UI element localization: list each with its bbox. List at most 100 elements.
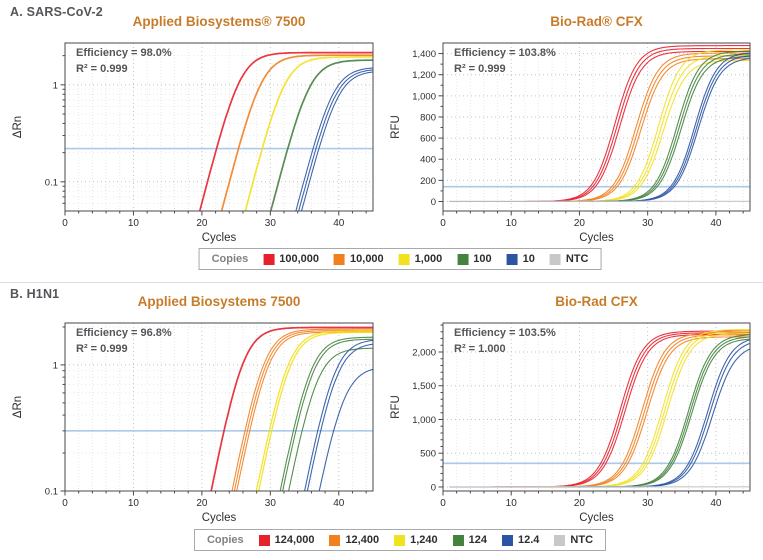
amplification-curves (449, 328, 750, 488)
y-axis-label: ΔRn (12, 116, 24, 138)
legend-swatch-blue (501, 534, 513, 546)
x-axis-label: Cycles (579, 232, 614, 244)
plot-border (64, 322, 374, 492)
svg-text:0: 0 (62, 218, 68, 229)
legend-item-label: 12.4 (517, 534, 540, 546)
svg-text:1,500: 1,500 (412, 381, 436, 392)
axis-ticks (60, 326, 367, 496)
curve-124,000 (210, 326, 373, 491)
chart-title-biorad-sars: Bio-Rad® CFX (550, 14, 643, 29)
axis-tick-labels: 0 10 20 30 40 0.1 1 (45, 80, 345, 229)
legend-caption: Copies (211, 253, 249, 265)
svg-text:800: 800 (420, 112, 436, 123)
x-axis-label: Cycles (579, 512, 614, 524)
panel-divider (0, 282, 763, 283)
legend-item-NTC: NTC (549, 253, 588, 265)
axis-tick-labels: 0 10 20 30 40 0 500 1,000 1,500 2,000 (412, 348, 722, 509)
legend-item-1,000: 1,000 (398, 253, 442, 265)
chart-ab7500-sars: 0 10 20 30 40 0.1 1 Cycles ΔRn (12, 42, 374, 244)
legend-swatch-green (452, 534, 464, 546)
panel-a-label: A. SARS-CoV-2 (10, 5, 103, 19)
grid-lines (443, 323, 750, 491)
svg-text:30: 30 (265, 218, 277, 229)
svg-text:40: 40 (710, 498, 722, 509)
legend-item-12.4: 12.4 (501, 534, 540, 546)
svg-text:30: 30 (642, 218, 654, 229)
svg-text:0.1: 0.1 (45, 487, 58, 498)
chart-title-ab7500-h1n1: Applied Biosystems 7500 (137, 294, 301, 309)
panel-b-label: B. H1N1 (10, 287, 60, 301)
legend-item-label: 10,000 (350, 253, 384, 265)
y-axis-label: RFU (390, 395, 402, 419)
curve-1,000 (244, 56, 373, 211)
legend-item-label: 124,000 (274, 534, 315, 546)
svg-text:0: 0 (440, 498, 446, 509)
axis-ticks (60, 55, 367, 216)
svg-text:30: 30 (265, 498, 277, 509)
legend-item-100: 100 (457, 253, 492, 265)
curve-12,400 (231, 328, 373, 491)
curve-1,240 (258, 331, 373, 491)
svg-text:20: 20 (196, 498, 208, 509)
plot-border (64, 42, 374, 212)
svg-text:40: 40 (333, 218, 345, 229)
legend-swatch-red (263, 253, 275, 265)
chart-ab7500-h1n1: 0 10 20 30 40 0.1 1 Cycles ΔRn (12, 322, 374, 524)
y-axis-label: RFU (390, 115, 402, 139)
plot-border (442, 42, 751, 212)
efficiency-annotation: Efficiency = 98.0% R² = 0.999 (76, 46, 172, 78)
plot-border (442, 322, 751, 492)
legend-item-100,000: 100,000 (263, 253, 319, 265)
legend-swatch-green (457, 253, 469, 265)
legend-item-label: 124 (468, 534, 487, 546)
svg-text:0.1: 0.1 (45, 177, 58, 188)
svg-text:400: 400 (420, 155, 436, 166)
curve-10 (300, 71, 373, 211)
svg-text:0: 0 (431, 482, 436, 493)
r2-text: R² = 0.999 (454, 62, 506, 75)
legend-swatch-ntc (549, 253, 561, 265)
legend-swatch-red (258, 534, 270, 546)
efficiency-text: Efficiency = 98.0% (76, 47, 172, 59)
legend-item-label: 10 (522, 253, 535, 265)
legend-caption: Copies (206, 534, 244, 546)
legend-copies-h1n1: Copies 124,000 12,400 1,240 124 12.4 NTC (193, 529, 607, 551)
amplification-curves (210, 326, 373, 491)
curve-12,400 (233, 330, 373, 491)
svg-text:1,400: 1,400 (412, 49, 436, 60)
legend-copies-sars: Copies 100,000 10,000 1,000 100 10 NTC (198, 248, 602, 270)
curve-124 (282, 338, 373, 491)
efficiency-text: Efficiency = 103.5% (454, 327, 556, 339)
legend-item-label: 12,400 (345, 534, 380, 546)
svg-text:10: 10 (128, 498, 140, 509)
curve-12.4 (304, 339, 373, 491)
svg-text:0: 0 (431, 197, 436, 208)
curve-124 (288, 347, 373, 491)
svg-text:0: 0 (440, 218, 446, 229)
x-axis-label: Cycles (202, 232, 237, 244)
legend-swatch-orange (334, 253, 346, 265)
grid-lines (65, 43, 373, 211)
legend-swatch-ntc (554, 534, 566, 546)
legend-item-124,000: 124,000 (258, 534, 315, 546)
svg-text:1: 1 (53, 80, 58, 91)
svg-text:10: 10 (506, 498, 518, 509)
legend-item-12,400: 12,400 (329, 534, 379, 546)
curve-12,400 (236, 331, 373, 491)
curve-10 (298, 69, 373, 211)
svg-text:1,000: 1,000 (412, 415, 436, 426)
svg-text:1,200: 1,200 (412, 70, 436, 81)
svg-text:40: 40 (333, 498, 345, 509)
x-axis-label: Cycles (202, 512, 237, 524)
svg-text:600: 600 (420, 134, 436, 145)
curve-1,240 (255, 330, 373, 491)
chart-biorad-sars: 0 10 20 30 4002004006008001,0001,2001,400Cyc… (390, 42, 751, 244)
svg-text:20: 20 (574, 498, 586, 509)
amplification-curves (449, 45, 750, 203)
svg-text:30: 30 (642, 498, 654, 509)
legend-swatch-orange (329, 534, 341, 546)
curve-100,000 (198, 51, 373, 211)
svg-text:20: 20 (196, 218, 208, 229)
